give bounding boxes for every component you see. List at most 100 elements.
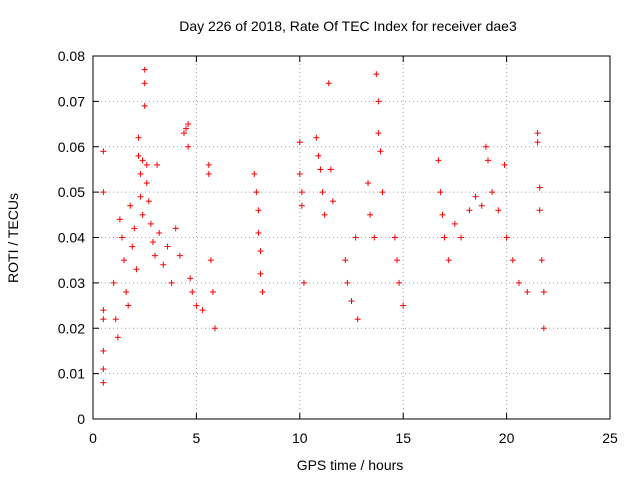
data-point xyxy=(180,130,187,137)
plot-frame xyxy=(92,55,611,420)
data-point xyxy=(484,157,491,164)
y-tick-label: 0.05 xyxy=(58,184,85,200)
data-point xyxy=(371,234,378,241)
data-point xyxy=(435,157,442,164)
data-point xyxy=(534,130,541,137)
data-point xyxy=(133,266,140,273)
data-points xyxy=(100,66,547,386)
data-point xyxy=(298,202,305,209)
data-point xyxy=(379,189,386,196)
data-point xyxy=(110,279,117,286)
x-axis-label: GPS time / hours xyxy=(297,457,404,473)
data-point xyxy=(300,279,307,286)
y-tick-label: 0.03 xyxy=(58,275,85,291)
data-point xyxy=(540,288,547,295)
data-point xyxy=(396,279,403,286)
data-point xyxy=(451,220,458,227)
data-point xyxy=(154,161,161,168)
y-tick-labels: 0 0.01 0.02 0.03 0.04 0.05 0.06 0.07 0.08 xyxy=(58,48,85,427)
data-point xyxy=(100,347,107,354)
data-point xyxy=(296,170,303,177)
data-point xyxy=(441,234,448,241)
y-axis-label: ROTI / TECUs xyxy=(5,193,21,283)
axis-ticks xyxy=(92,55,611,420)
data-point xyxy=(135,134,142,141)
data-point xyxy=(100,366,107,373)
y-tick-label: 0.02 xyxy=(58,320,85,336)
data-point xyxy=(205,170,212,177)
data-point xyxy=(313,134,320,141)
data-point xyxy=(253,189,260,196)
data-point xyxy=(176,252,183,259)
data-point xyxy=(135,152,142,159)
data-point xyxy=(189,288,196,295)
data-point xyxy=(375,130,382,137)
data-point xyxy=(458,234,465,241)
data-point xyxy=(327,166,334,173)
data-point xyxy=(482,143,489,150)
data-point xyxy=(255,229,262,236)
data-point xyxy=(445,257,452,264)
x-tick-label: 25 xyxy=(602,430,618,446)
data-point xyxy=(393,257,400,264)
data-point xyxy=(501,161,508,168)
data-point xyxy=(199,307,206,314)
data-point xyxy=(116,216,123,223)
data-point xyxy=(100,316,107,323)
data-point xyxy=(319,189,326,196)
data-point xyxy=(321,211,328,218)
data-point xyxy=(147,220,154,227)
data-point xyxy=(298,189,305,196)
y-tick-label: 0.04 xyxy=(58,230,85,246)
x-tick-label: 5 xyxy=(193,430,201,446)
data-point xyxy=(373,71,380,78)
data-point xyxy=(365,180,372,187)
data-point xyxy=(143,161,150,168)
data-point xyxy=(534,139,541,146)
data-point xyxy=(100,307,107,314)
data-point xyxy=(325,80,332,87)
data-point xyxy=(129,243,136,250)
data-point xyxy=(123,288,130,295)
data-point xyxy=(137,170,144,177)
data-point xyxy=(205,161,212,168)
x-tick-labels: 0 5 10 15 20 25 xyxy=(89,430,618,446)
data-point xyxy=(149,239,156,246)
data-point xyxy=(538,257,545,264)
data-point xyxy=(160,261,167,268)
grid-lines xyxy=(93,56,610,419)
data-point xyxy=(137,193,144,200)
data-point xyxy=(125,302,132,309)
x-tick-label: 20 xyxy=(499,430,515,446)
data-point xyxy=(141,80,148,87)
data-point xyxy=(495,207,502,214)
x-tick-label: 15 xyxy=(395,430,411,446)
data-point xyxy=(540,325,547,332)
data-point xyxy=(348,298,355,305)
data-point xyxy=(354,316,361,323)
data-point xyxy=(121,257,128,264)
data-point xyxy=(509,257,516,264)
data-point xyxy=(139,211,146,218)
y-tick-label: 0.06 xyxy=(58,139,85,155)
data-point xyxy=(152,252,159,259)
data-point xyxy=(489,189,496,196)
data-point xyxy=(439,211,446,218)
data-point xyxy=(329,198,336,205)
data-point xyxy=(437,189,444,196)
data-point xyxy=(478,202,485,209)
data-point xyxy=(344,279,351,286)
data-point xyxy=(141,102,148,109)
data-point xyxy=(127,202,134,209)
data-point xyxy=(257,248,264,255)
data-point xyxy=(255,207,262,214)
data-point xyxy=(317,166,324,173)
data-point xyxy=(131,225,138,232)
data-point xyxy=(536,207,543,214)
data-point xyxy=(112,316,119,323)
y-tick-label: 0 xyxy=(77,411,85,427)
data-point xyxy=(207,257,214,264)
data-point xyxy=(375,98,382,105)
data-point xyxy=(472,193,479,200)
